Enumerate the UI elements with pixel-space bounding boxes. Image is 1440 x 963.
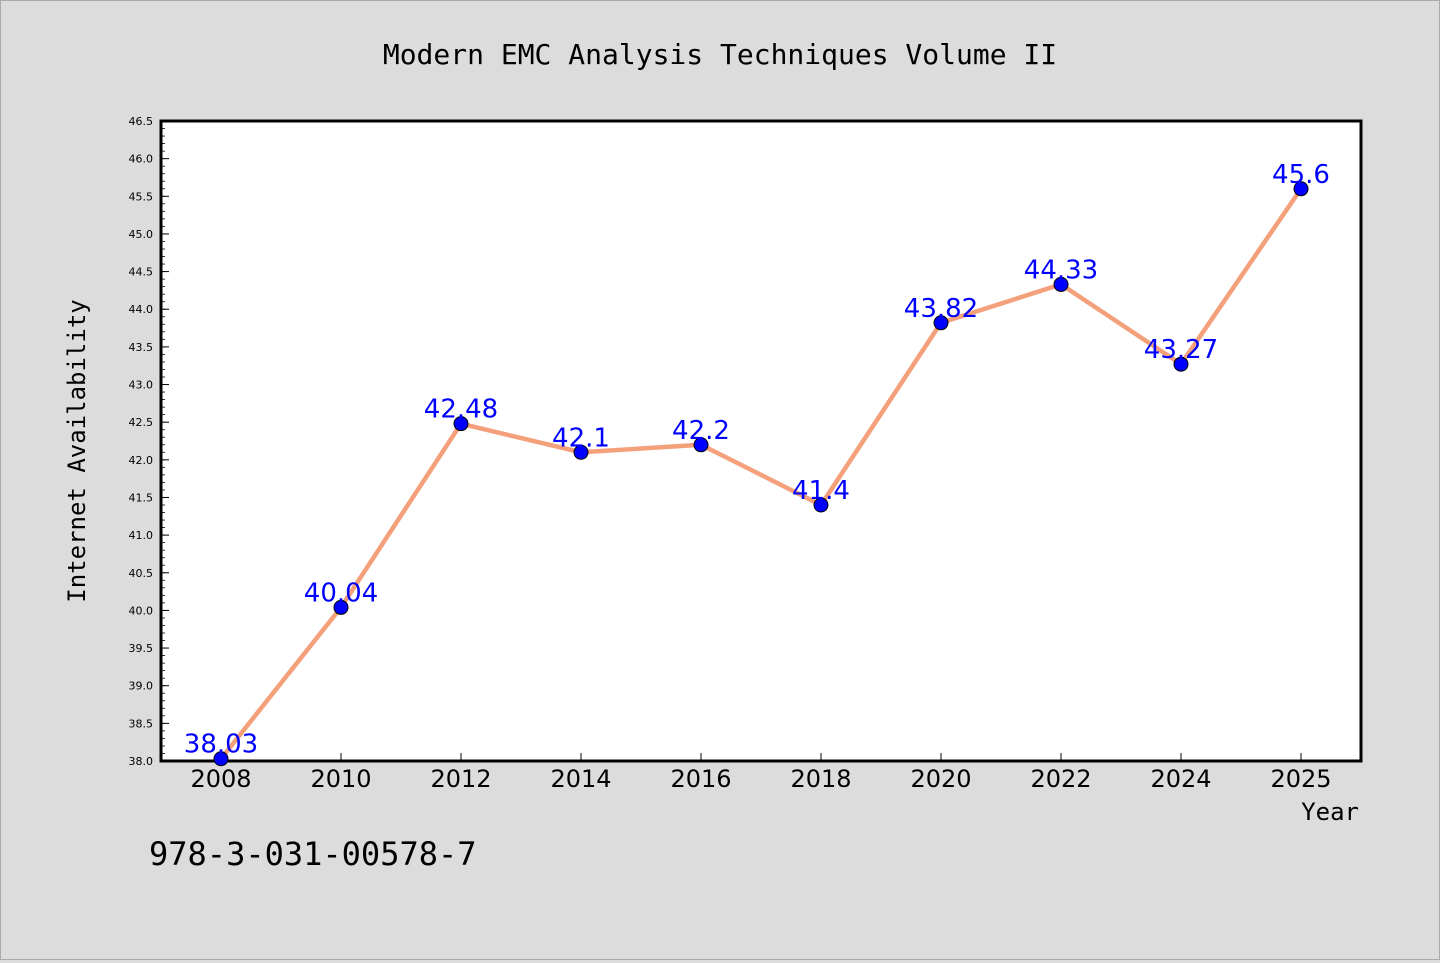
y-tick-label: 40.0 <box>129 604 154 617</box>
x-axis-label: Year <box>1301 798 1359 826</box>
data-label: 42.2 <box>672 416 730 446</box>
data-point <box>453 416 469 432</box>
y-axis-label: Internet Availability <box>63 299 91 602</box>
x-tick-label: 2014 <box>550 765 611 793</box>
x-tick-label: 2008 <box>190 765 251 793</box>
data-point <box>1173 356 1189 372</box>
data-point <box>933 315 949 331</box>
data-labels: 38.03 40.04 42.48 42.1 42.2 41.4 43.82 44.33 43.… <box>184 160 1330 760</box>
data-label: 42.1 <box>552 423 610 453</box>
y-tick-label: 44.0 <box>129 303 154 316</box>
y-tick-label: 40.5 <box>129 567 154 580</box>
y-tick-label: 46.0 <box>129 153 154 166</box>
x-tick-label: 2012 <box>430 765 491 793</box>
series-line <box>219 187 1303 761</box>
data-point <box>1053 276 1069 292</box>
series-polyline <box>219 187 1303 761</box>
data-label: 43.82 <box>904 294 978 324</box>
x-tick-label: 2022 <box>1030 765 1091 793</box>
y-tick-label: 39.0 <box>129 680 154 693</box>
data-point <box>1293 181 1309 197</box>
data-label: 43.27 <box>1144 335 1218 365</box>
x-axis-ticks: 2008 2010 2012 2014 2016 2018 2020 2022 2024 2025 <box>190 753 1332 793</box>
y-axis-ticks: 38.0 38.5 39.0 39.5 40.0 40.5 41.0 41.5 42.0 42.5… <box>129 115 169 768</box>
x-tick-label: 2010 <box>310 765 371 793</box>
y-tick-label: 41.5 <box>129 491 154 504</box>
y-tick-label: 39.5 <box>129 642 154 655</box>
y-tick-label: 45.0 <box>129 228 154 241</box>
y-tick-label: 43.0 <box>129 379 154 392</box>
x-tick-label: 2018 <box>790 765 851 793</box>
y-tick-label: 45.5 <box>129 190 154 203</box>
x-tick-label: 2024 <box>1150 765 1211 793</box>
footer-text: 978-3-031-00578-7 <box>149 835 477 873</box>
chart-title: Modern EMC Analysis Techniques Volume II <box>383 38 1057 71</box>
y-tick-label: 46.5 <box>129 115 154 128</box>
data-label: 44.33 <box>1024 255 1098 285</box>
y-tick-label: 43.5 <box>129 341 154 354</box>
y-tick-label: 42.5 <box>129 416 154 429</box>
x-tick-label: 2020 <box>910 765 971 793</box>
data-point <box>213 751 229 767</box>
data-label: 40.04 <box>304 578 378 608</box>
y-tick-label: 38.5 <box>129 717 154 730</box>
data-label: 41.4 <box>792 476 850 506</box>
series-points <box>213 181 1309 767</box>
data-label: 42.48 <box>424 395 498 425</box>
plot-area <box>159 119 1363 763</box>
x-tick-label: 2025 <box>1270 765 1331 793</box>
y-tick-label: 38.0 <box>129 755 154 768</box>
data-point <box>333 599 349 615</box>
y-tick-label: 42.0 <box>129 454 154 467</box>
data-point <box>693 437 709 453</box>
y-tick-label: 41.0 <box>129 529 154 542</box>
data-point <box>813 497 829 513</box>
data-point <box>573 444 589 460</box>
data-label: 38.03 <box>184 730 258 760</box>
data-label: 45.6 <box>1272 160 1330 190</box>
x-tick-label: 2016 <box>670 765 731 793</box>
y-tick-label: 44.5 <box>129 266 154 279</box>
